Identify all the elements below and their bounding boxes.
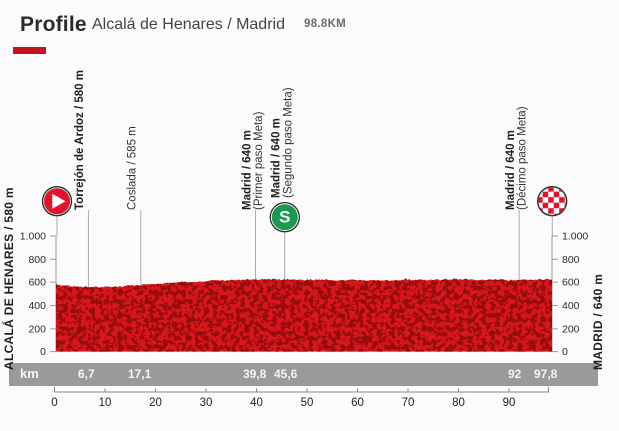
svg-text:400: 400: [28, 300, 46, 312]
svg-text:10: 10: [99, 397, 112, 409]
svg-text:(Décimo paso Meta): (Décimo paso Meta): [517, 106, 529, 210]
svg-text:0: 0: [562, 346, 568, 358]
svg-text:400: 400: [562, 300, 580, 312]
svg-text:30: 30: [200, 397, 213, 409]
svg-text:Madrid / 640 m: Madrid / 640 m: [241, 130, 253, 210]
svg-text:800: 800: [28, 254, 46, 266]
svg-text:40: 40: [250, 397, 263, 409]
svg-text:60: 60: [351, 397, 364, 409]
svg-text:80: 80: [452, 397, 465, 409]
svg-text:90: 90: [503, 397, 516, 409]
svg-text:(Primer paso Meta): (Primer paso Meta): [253, 111, 265, 210]
svg-text:200: 200: [28, 323, 46, 335]
svg-text:1.000: 1.000: [20, 231, 46, 243]
svg-text:70: 70: [402, 397, 415, 409]
svg-text:Madrid / 640 m: Madrid / 640 m: [271, 118, 283, 198]
svg-text:1.000: 1.000: [562, 231, 588, 243]
svg-text:Torrejón de Ardoz / 580 m: Torrejón de Ardoz / 580 m: [74, 70, 86, 210]
svg-text:50: 50: [301, 397, 314, 409]
svg-text:Madrid / 640 m: Madrid / 640 m: [505, 130, 517, 210]
svg-text:Coslada / 585 m: Coslada / 585 m: [127, 126, 139, 210]
svg-text:600: 600: [28, 277, 46, 289]
svg-text:0: 0: [40, 346, 46, 358]
svg-text:S: S: [279, 208, 290, 227]
svg-text:(Segundo paso Meta): (Segundo paso Meta): [282, 87, 294, 198]
svg-text:200: 200: [562, 323, 580, 335]
svg-text:20: 20: [149, 397, 162, 409]
svg-text:0: 0: [51, 397, 57, 409]
svg-text:600: 600: [562, 277, 580, 289]
svg-text:800: 800: [562, 254, 580, 266]
